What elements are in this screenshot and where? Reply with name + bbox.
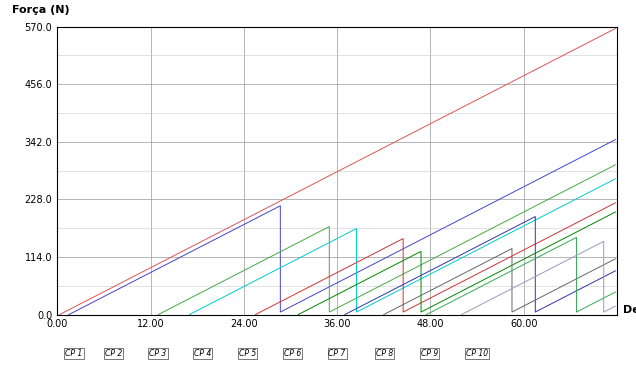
Text: CP 6: CP 6 [284, 349, 301, 358]
Text: CP 3: CP 3 [149, 349, 167, 358]
Text: CP 9: CP 9 [421, 349, 438, 358]
Text: CP 2: CP 2 [104, 349, 122, 358]
Text: CP 5: CP 5 [239, 349, 256, 358]
Text: CP 4: CP 4 [194, 349, 211, 358]
Text: Força (N): Força (N) [13, 5, 70, 15]
Text: CP 8: CP 8 [376, 349, 393, 358]
Text: CP 7: CP 7 [328, 349, 346, 358]
Text: CP 1: CP 1 [66, 349, 83, 358]
Text: Deslocamento (mm): Deslocamento (mm) [623, 305, 636, 315]
Text: CP 10: CP 10 [466, 349, 488, 358]
